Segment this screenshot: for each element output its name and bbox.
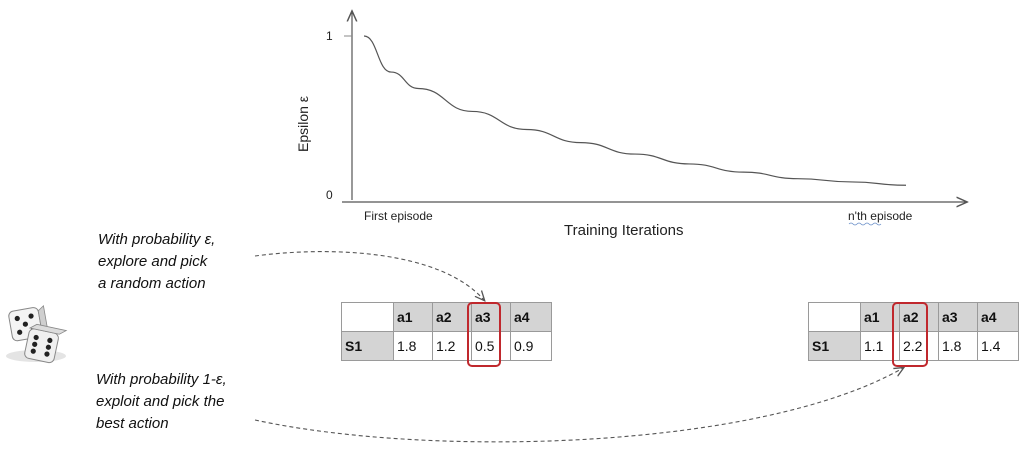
corner-cell xyxy=(341,302,394,332)
state-label: S1 xyxy=(341,331,394,361)
explore-arrow xyxy=(254,251,484,300)
y-axis-label: Epsilon ε xyxy=(295,96,311,152)
exploit-arrow xyxy=(254,368,903,443)
q-table-exploit: a1 a2 a3 a4 S1 1.1 2.2 1.8 1.4 xyxy=(808,302,1019,361)
q-value-cell: 0.9 xyxy=(510,331,552,361)
q-table-row: S1 1.1 2.2 1.8 1.4 xyxy=(808,331,1019,361)
y-tick-label-0: 0 xyxy=(326,188,333,202)
q-table-explore: a1 a2 a3 a4 S1 1.8 1.2 0.5 0.9 xyxy=(341,302,552,361)
q-value-cell: 1.2 xyxy=(432,331,472,361)
explore-note: With probability ε, explore and pick a r… xyxy=(98,231,216,292)
q-table-header-row: a1 a2 a3 a4 xyxy=(341,302,552,332)
dice-icon xyxy=(6,304,68,364)
action-header: a4 xyxy=(510,302,552,332)
q-table-header-row: a1 a2 a3 a4 xyxy=(808,302,1019,332)
x-tick-label-nth: n'th episode xyxy=(848,209,913,223)
action-header: a3 xyxy=(938,302,978,332)
random-action-highlight xyxy=(467,302,501,367)
epsilon-decay-line xyxy=(363,35,907,186)
corner-cell xyxy=(808,302,861,332)
y-tick-label-1: 1 xyxy=(326,29,333,43)
q-table-row: S1 1.8 1.2 0.5 0.9 xyxy=(341,331,552,361)
state-label: S1 xyxy=(808,331,861,361)
spellcheck-underline xyxy=(848,222,882,226)
q-value-cell: 1.8 xyxy=(938,331,978,361)
q-value-cell: 0.5 xyxy=(471,331,511,361)
action-header: a2 xyxy=(432,302,472,332)
action-header: a4 xyxy=(977,302,1019,332)
action-header: a1 xyxy=(393,302,433,332)
exploit-note: With probability 1-ε, exploit and pick t… xyxy=(96,371,227,432)
x-axis-label: Training Iterations xyxy=(564,222,684,239)
x-tick-label-first: First episode xyxy=(364,209,433,223)
q-value-cell: 2.2 xyxy=(899,331,939,361)
q-value-cell: 1.4 xyxy=(977,331,1019,361)
best-action-highlight xyxy=(892,302,928,367)
action-header: a2 xyxy=(899,302,939,332)
q-value-cell: 1.8 xyxy=(393,331,433,361)
